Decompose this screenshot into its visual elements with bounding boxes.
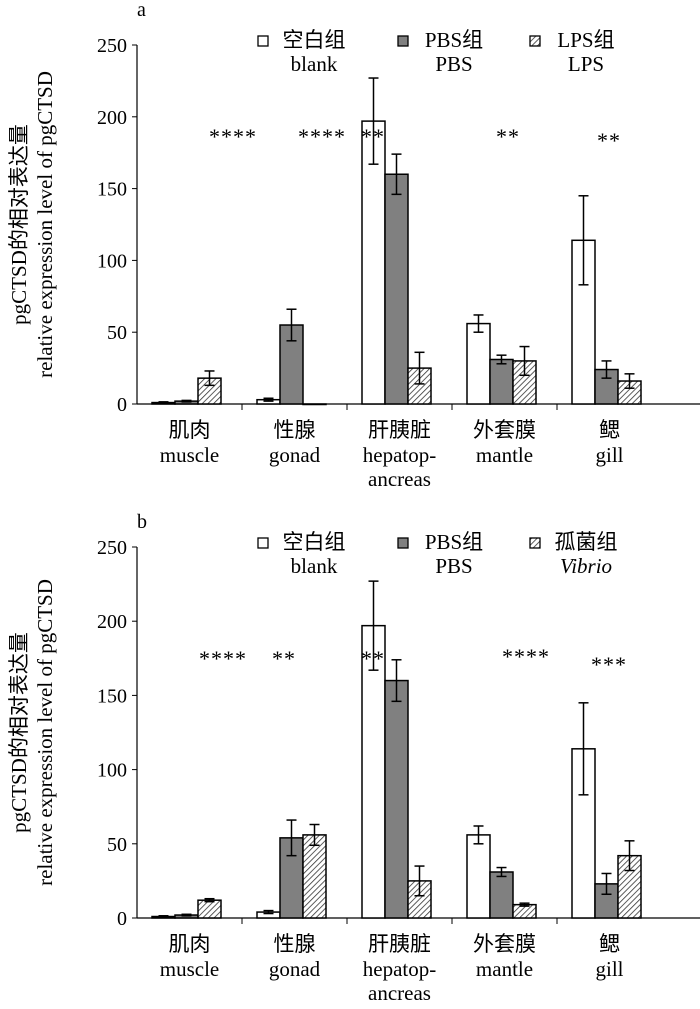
- y-tick-label: 200: [97, 107, 127, 129]
- bar-blank: [466, 834, 491, 919]
- panel-label: a: [137, 0, 146, 21]
- category-label-en: gill: [595, 957, 623, 981]
- category-label-en: gonad: [269, 443, 321, 467]
- panel-label: b: [137, 511, 147, 533]
- category-label-cn: 肝胰脏: [368, 418, 431, 442]
- bar-pbs: [384, 173, 409, 405]
- significance-marker: **: [597, 128, 621, 153]
- legend-label-en: LPS: [568, 52, 604, 76]
- category-label-en: mantle: [476, 443, 533, 467]
- category-label-en: gill: [595, 443, 623, 467]
- category-label-en: muscle: [160, 443, 219, 467]
- y-tick-label: 250: [97, 35, 127, 57]
- significance-marker: ***: [591, 652, 627, 677]
- significance-marker: ****: [199, 646, 247, 671]
- bar-pbs: [489, 358, 514, 405]
- y-axis-label-cn: pgCTSD的相对表达量: [7, 124, 31, 325]
- category-label-en: muscle: [160, 957, 219, 981]
- y-tick-label: 100: [97, 760, 127, 782]
- significance-marker: **: [361, 124, 385, 149]
- y-tick-label: 0: [117, 908, 127, 930]
- legend-label-cn: PBS组: [425, 530, 483, 554]
- y-tick-label: 50: [107, 834, 127, 856]
- category-label-en: hepatop-: [363, 957, 436, 981]
- bar-blank: [466, 322, 491, 405]
- category-label-en2: ancreas: [368, 467, 431, 491]
- legend-swatch: [397, 35, 409, 47]
- legend-label-en: PBS: [435, 554, 472, 578]
- category-label-en: gonad: [269, 957, 321, 981]
- significance-marker: ****: [209, 124, 257, 149]
- bar-pbs: [489, 871, 514, 919]
- bar-pbs: [384, 679, 409, 919]
- legend-swatch: [529, 537, 541, 549]
- bar-vibrio: [302, 834, 327, 919]
- category-label-en: hepatop-: [363, 443, 436, 467]
- legend-swatch: [529, 35, 541, 47]
- y-tick-label: 100: [97, 250, 127, 272]
- category-label-cn: 性腺: [274, 418, 316, 442]
- y-tick-label: 200: [97, 611, 127, 633]
- category-label-cn: 外套膜: [473, 932, 536, 956]
- y-axis-label-en: relative expression level of pgCTSD: [33, 71, 57, 378]
- category-label-cn: 鳃: [599, 932, 620, 956]
- category-label-en: mantle: [476, 957, 533, 981]
- legend-label-cn: LPS组: [557, 28, 614, 52]
- significance-marker: **: [272, 646, 296, 671]
- legend-label-en: PBS: [435, 52, 472, 76]
- legend-label-cn: 空白组: [283, 530, 346, 554]
- legend-label-cn: 孤菌组: [555, 530, 618, 554]
- significance-marker: ****: [298, 124, 346, 149]
- significance-marker: ****: [502, 644, 550, 669]
- category-label-cn: 鳃: [599, 418, 620, 442]
- y-tick-label: 0: [117, 394, 127, 416]
- category-label-cn: 肌肉: [169, 932, 211, 956]
- category-label-en2: ancreas: [368, 981, 431, 1005]
- significance-marker: **: [496, 124, 520, 149]
- legend-swatch: [257, 537, 269, 549]
- y-tick-label: 250: [97, 537, 127, 559]
- legend-label-cn: 空白组: [283, 28, 346, 52]
- category-label-cn: 外套膜: [473, 418, 536, 442]
- legend-label-cn: PBS组: [425, 28, 483, 52]
- legend-swatch: [397, 537, 409, 549]
- y-tick-label: 50: [107, 322, 127, 344]
- y-axis-label-en: relative expression level of pgCTSD: [33, 579, 57, 886]
- significance-marker: **: [361, 646, 385, 671]
- legend-swatch: [257, 35, 269, 47]
- y-tick-label: 150: [97, 179, 127, 201]
- category-label-cn: 性腺: [274, 932, 316, 956]
- y-axis-label-cn: pgCTSD的相对表达量: [7, 632, 31, 833]
- y-tick-label: 150: [97, 685, 127, 707]
- legend-label-en: blank: [291, 52, 338, 76]
- legend-label-en: blank: [291, 554, 338, 578]
- category-label-cn: 肝胰脏: [368, 932, 431, 956]
- bar-lps: [302, 403, 327, 406]
- category-label-cn: 肌肉: [169, 418, 211, 442]
- bar-vibrio: [197, 899, 222, 919]
- legend-label-en: Vibrio: [560, 554, 612, 578]
